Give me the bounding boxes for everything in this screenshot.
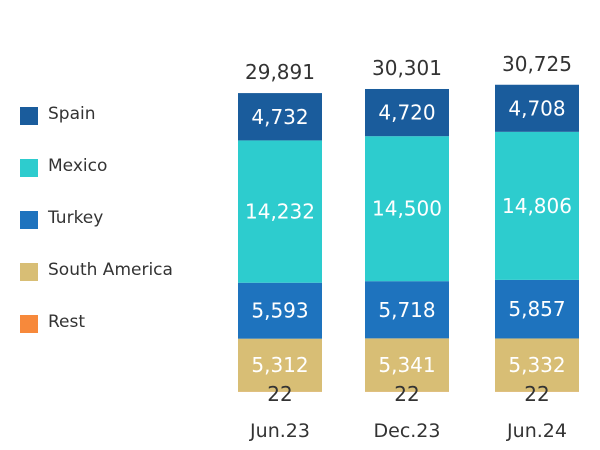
- legend-label: Turkey: [48, 208, 104, 228]
- data-label-mexico: 14,500: [372, 197, 442, 221]
- data-label-turkey: 5,718: [378, 298, 435, 322]
- legend-swatch: [20, 211, 38, 229]
- bar-segment-spain: [495, 84, 579, 132]
- data-label-rest: 22: [524, 382, 549, 406]
- category-label: Jun.23: [249, 420, 310, 442]
- bar-segment-south-america: [495, 338, 579, 392]
- bar-segment-turkey: [238, 282, 322, 339]
- bar-segment-mexico: [365, 136, 449, 282]
- data-label-south-america: 5,341: [378, 353, 435, 377]
- data-label-rest: 22: [394, 382, 419, 406]
- legend-swatch: [20, 263, 38, 281]
- data-label-turkey: 5,857: [508, 297, 565, 321]
- legend-label: Rest: [48, 312, 86, 332]
- bar-segment-mexico: [495, 131, 579, 280]
- bar-segment-mexico: [238, 140, 322, 283]
- legend-swatch: [20, 159, 38, 177]
- bar-segment-turkey: [495, 279, 579, 339]
- category-label: Dec.23: [374, 420, 441, 442]
- legend-swatch: [20, 315, 38, 333]
- data-label-spain: 4,720: [378, 101, 435, 125]
- legend-label: Spain: [48, 104, 96, 124]
- bar-segment-south-america: [238, 338, 322, 392]
- data-label-spain: 4,708: [508, 96, 565, 120]
- data-label-spain: 4,732: [251, 105, 308, 129]
- bar-segment-turkey: [365, 281, 449, 339]
- legend-swatch: [20, 107, 38, 125]
- legend-label: Mexico: [48, 156, 108, 176]
- total-label: 30,301: [372, 56, 442, 80]
- total-label: 30,725: [502, 52, 572, 76]
- category-label: Jun.24: [506, 420, 567, 442]
- bar-segment-spain: [365, 88, 449, 137]
- data-label-rest: 22: [267, 382, 292, 406]
- total-label: 29,891: [245, 60, 315, 84]
- bar-segment-south-america: [365, 338, 449, 392]
- data-label-mexico: 14,232: [245, 200, 315, 224]
- data-label-turkey: 5,593: [251, 299, 308, 323]
- bar-segment-spain: [238, 93, 322, 141]
- data-label-south-america: 5,332: [508, 353, 565, 377]
- data-label-mexico: 14,806: [502, 194, 572, 218]
- legend-label: South America: [48, 260, 173, 280]
- data-label-south-america: 5,312: [251, 353, 308, 377]
